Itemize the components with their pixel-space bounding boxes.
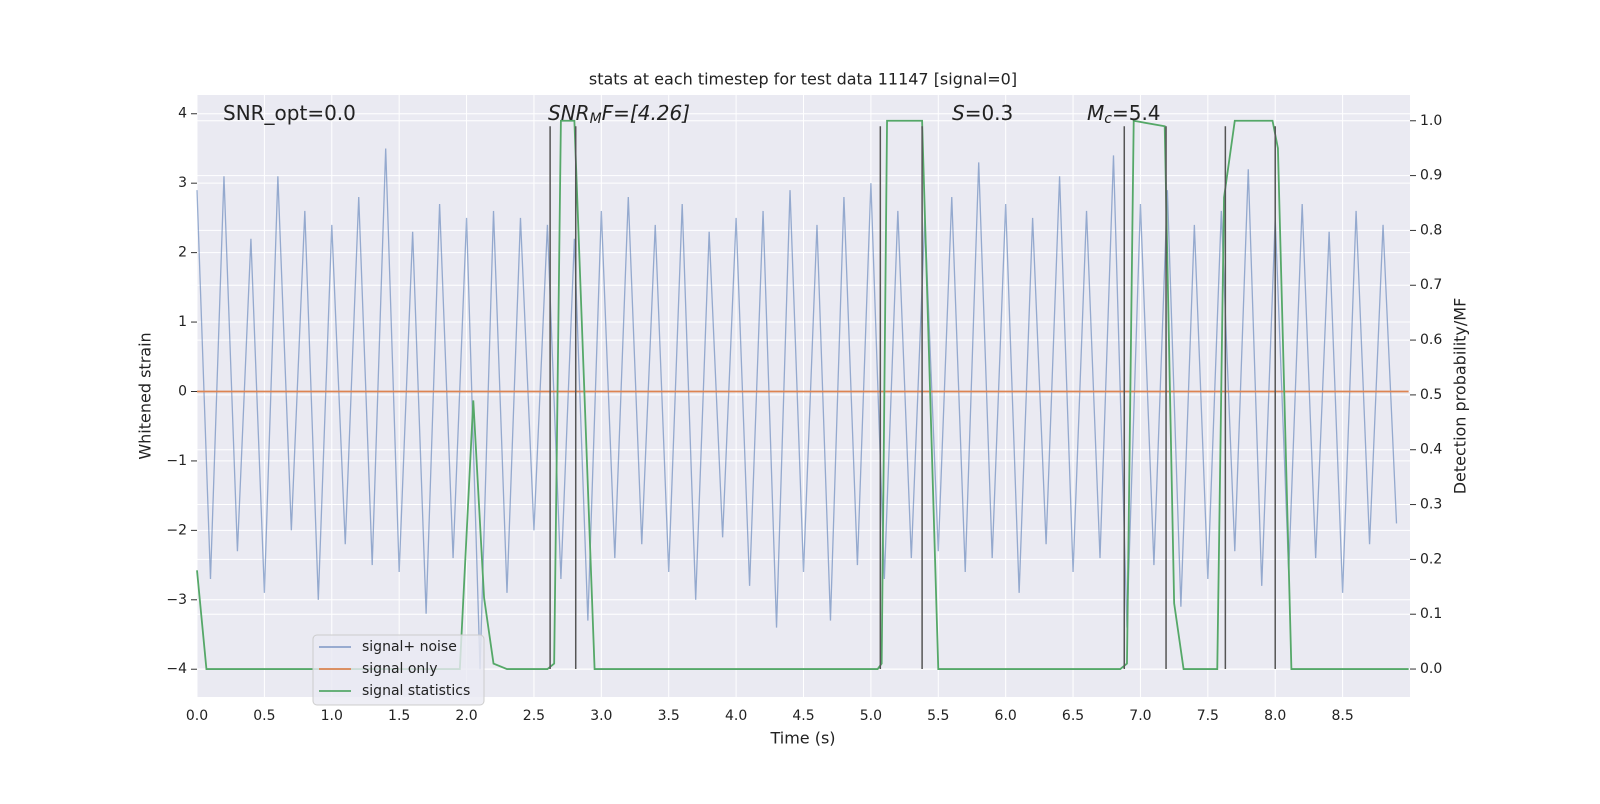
- annotation: SNR_opt=0.0: [223, 101, 356, 125]
- marks: [196, 119, 1409, 670]
- y2-tick-label: 0.0: [1420, 661, 1442, 677]
- x-tick-label: 3.0: [590, 708, 612, 724]
- x-tick-label: 2.5: [523, 708, 545, 724]
- annotation: S=0.3: [952, 101, 1013, 125]
- x-tick-label: 1.5: [388, 708, 410, 724]
- y2-tick-label: 0.3: [1420, 497, 1442, 513]
- x-tick-label: 7.5: [1197, 708, 1219, 724]
- y2-tick-label: 0.5: [1420, 387, 1442, 403]
- annotation-math: SNR: [548, 101, 590, 125]
- chart-title: stats at each timestep for test data 111…: [589, 70, 1017, 89]
- x-tick-label: 6.0: [995, 708, 1017, 724]
- legend-label: signal+ noise: [362, 639, 457, 655]
- y2-axis-label: Detection probability/MF: [1451, 298, 1470, 495]
- legend-label: signal statistics: [362, 683, 470, 699]
- annotation-sub: c: [1104, 111, 1112, 127]
- annotation-text: =0.3: [965, 101, 1014, 125]
- y2-tick-label: 0.7: [1420, 277, 1442, 293]
- y2-tick-label: 0.4: [1420, 442, 1442, 458]
- y-tick-label: 0: [178, 383, 187, 399]
- annotation-text: =5.4: [1112, 101, 1161, 125]
- x-tick-label: 0.0: [186, 708, 208, 724]
- y2-tick-label: 1.0: [1420, 113, 1442, 129]
- annotation-math: S: [952, 101, 965, 125]
- series-line: [196, 148, 1398, 670]
- x-tick-label: 6.5: [1062, 708, 1084, 724]
- x-tick-label: 4.5: [792, 708, 814, 724]
- annotation-math: M: [1087, 101, 1104, 125]
- x-tick-label: 3.5: [658, 708, 680, 724]
- x-tick-label: 5.0: [860, 708, 882, 724]
- x-tick-label: 8.0: [1264, 708, 1286, 724]
- y2-tick-label: 0.2: [1420, 551, 1442, 567]
- annotation-sub: M: [590, 111, 602, 127]
- x-tick-label: 4.0: [725, 708, 747, 724]
- annotation-text: SNR_opt=0.0: [223, 101, 356, 125]
- y-tick-label: −3: [166, 592, 187, 608]
- y2-tick-label: 0.1: [1420, 606, 1442, 622]
- legend-label: signal only: [362, 661, 437, 677]
- x-tick-label: 5.5: [927, 708, 949, 724]
- y2-tick-label: 0.8: [1420, 222, 1442, 238]
- annotation: Mc=5.4: [1087, 101, 1161, 128]
- legend-box: [312, 634, 485, 706]
- y-tick-label: 4: [178, 106, 187, 122]
- y-tick-label: −2: [166, 522, 187, 538]
- y2-tick-label: 0.9: [1420, 168, 1442, 184]
- x-tick-label: 7.0: [1129, 708, 1151, 724]
- y-tick-label: −1: [166, 453, 187, 469]
- labels: 0.0 0.5 1.0 1.5 2.0 2.5 3.0 3.5 4.0 4.5 5.0 5.5 6.0 6…: [166, 101, 1442, 725]
- y-axis-label: Whitened strain: [136, 332, 155, 459]
- y-tick-label: −4: [166, 661, 187, 677]
- y-tick-label: 2: [178, 245, 187, 261]
- grid: [196, 95, 1410, 697]
- x-tick-label: 8.5: [1331, 708, 1353, 724]
- annotation-text: F=[4.26]: [602, 101, 690, 125]
- x-tick-label: 2.0: [455, 708, 477, 724]
- y-tick-label: 3: [178, 175, 187, 191]
- y2-tick-label: 0.6: [1420, 332, 1442, 348]
- x-tick-label: 0.5: [253, 708, 275, 724]
- x-axis-label: Time (s): [769, 729, 835, 748]
- annotation: SNRMF=[4.26]: [548, 101, 690, 128]
- y-tick-label: 1: [178, 314, 187, 330]
- x-tick-label: 1.0: [321, 708, 343, 724]
